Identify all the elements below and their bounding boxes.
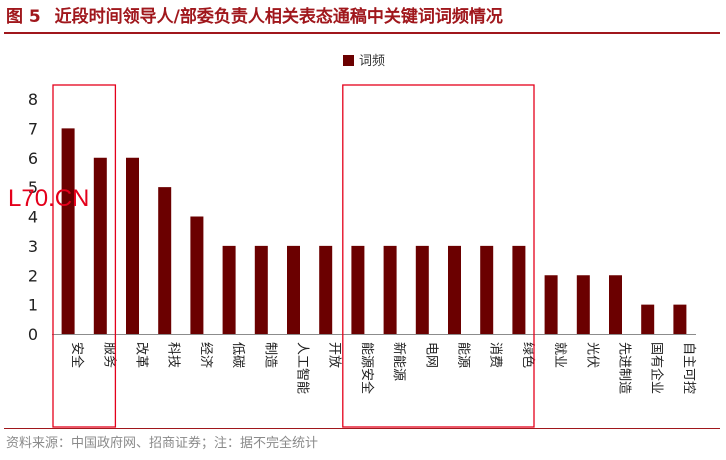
x-tick-label: 服务 — [101, 342, 117, 368]
x-axis-labels: 安全 服务 改革 科技 经济 低碳 制造 人工智能 开放 能源安全 新能源 电网 能源 消费 绿色 就业 光伏先… — [69, 342, 696, 394]
x-tick-label: 能源 — [456, 342, 471, 368]
x-tick-text: 绿色 — [520, 342, 536, 368]
x-tick-label: 先进制造 — [617, 342, 632, 394]
x-tick-text: 能源 — [456, 342, 471, 368]
x-tick-label: 消费 — [488, 342, 503, 368]
bar — [351, 245, 365, 334]
chart-legend: 词频 — [343, 54, 385, 69]
figure-label: 图 5 — [6, 7, 41, 27]
highlight-box — [342, 84, 535, 428]
y-tick-label: 4 — [28, 208, 38, 227]
x-tick-label: 自主可控 — [681, 342, 696, 394]
x-tick-text: 安全 — [69, 342, 85, 368]
bar — [158, 187, 172, 334]
bar — [576, 275, 590, 334]
bar — [287, 245, 300, 334]
bar — [319, 245, 333, 334]
bar-chart: 词频 0 1 2 3 4 5 6 7 8 安全 服务 改革 科技 经济 低碳 制造 人工智能 开放 能源安全 新能源… — [28, 54, 696, 428]
x-tick-text: 就业 — [552, 342, 567, 368]
x-tick-text: 改革 — [134, 342, 149, 368]
x-tick-label: 安全 — [69, 342, 85, 368]
x-tick-label: 改革 — [134, 342, 149, 368]
x-tick-label: 绿色 — [520, 342, 536, 368]
x-tick-label: 国有企业 — [649, 342, 665, 394]
y-tick-label: 6 — [28, 149, 38, 168]
title-rule — [4, 32, 720, 34]
x-tick-text: 自主可控 — [681, 342, 696, 394]
x-tick-text: 先进制造 — [617, 342, 632, 394]
bar — [609, 275, 622, 334]
bar — [126, 157, 139, 334]
bar — [415, 245, 429, 334]
x-tick-text: 消费 — [488, 342, 503, 368]
x-tick-text: 国有企业 — [649, 342, 665, 394]
x-tick-label: 人工智能 — [295, 342, 310, 394]
y-tick-label: 7 — [28, 119, 38, 138]
bar — [512, 245, 526, 334]
bar — [61, 128, 75, 334]
x-tick-label: 经济 — [198, 342, 213, 368]
x-tick-label: 科技 — [166, 342, 181, 368]
bar — [222, 245, 236, 334]
x-tick-text: 科技 — [166, 342, 181, 368]
bar — [673, 304, 687, 334]
y-tick-label: 0 — [28, 325, 38, 344]
legend-label: 词频 — [359, 54, 385, 69]
x-tick-text: 服务 — [101, 342, 117, 368]
y-tick-label: 1 — [28, 296, 38, 315]
y-tick-label: 5 — [28, 178, 38, 197]
x-tick-text: 经济 — [198, 342, 213, 368]
bar — [544, 275, 558, 334]
bar — [480, 245, 494, 334]
x-tick-text: 光伏 — [584, 342, 599, 368]
footer-rule — [4, 428, 720, 429]
x-tick-label: 开放 — [327, 342, 342, 368]
bar — [641, 304, 655, 334]
x-tick-label: 低碳 — [230, 342, 245, 368]
x-tick-label: 新能源 — [391, 342, 407, 381]
y-tick-label: 3 — [28, 237, 38, 256]
bar — [93, 157, 107, 334]
figure-title: 图 5 近段时间领导人/部委负责人相关表态通稿中关键词词频情况 — [6, 4, 720, 30]
x-tick-label: 能源安全 — [359, 342, 375, 394]
x-tick-text: 人工智能 — [295, 342, 310, 394]
x-tick-text: 开放 — [327, 342, 342, 368]
source-note: 资料来源：中国政府网、招商证券；注：据不完全统计 — [6, 436, 319, 451]
x-tick-text: 制造 — [262, 342, 277, 368]
y-tick-label: 2 — [28, 266, 38, 285]
x-tick-label: 电网 — [423, 342, 438, 368]
x-tick-text: 新能源 — [391, 342, 407, 381]
bars — [61, 128, 687, 334]
bar — [448, 245, 461, 334]
x-tick-label: 制造 — [262, 342, 277, 368]
x-tick-label: 就业 — [552, 342, 567, 368]
x-tick-text: 低碳 — [230, 342, 245, 368]
highlight-boxes — [52, 84, 535, 428]
x-tick-text: 能源安全 — [359, 342, 375, 394]
bar — [254, 245, 268, 334]
bar — [383, 245, 397, 334]
watermark-text: L70.CN — [8, 185, 90, 212]
figure-title-text: 近段时间领导人/部委负责人相关表态通稿中关键词词频情况 — [54, 7, 503, 27]
x-tick-label: 光伏 — [584, 342, 599, 368]
highlight-box — [52, 84, 117, 428]
y-tick-label: 8 — [28, 90, 38, 109]
y-axis: 0 1 2 3 4 5 6 7 8 — [28, 90, 38, 344]
x-tick-text: 电网 — [423, 342, 438, 368]
legend-swatch — [343, 55, 354, 66]
bar — [190, 216, 204, 334]
